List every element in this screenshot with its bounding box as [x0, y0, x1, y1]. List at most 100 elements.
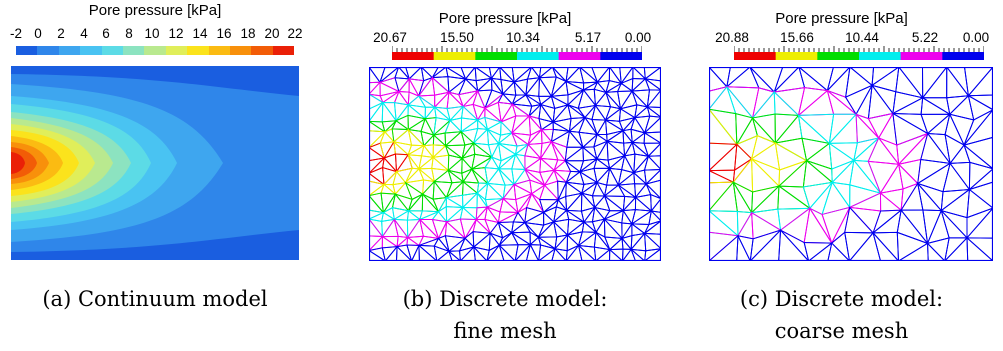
mesh-element	[369, 218, 384, 238]
mesh-element	[420, 130, 435, 147]
mesh-element	[778, 228, 810, 261]
mesh-element	[538, 76, 553, 97]
mesh-element	[855, 85, 873, 120]
mesh-element	[476, 89, 493, 110]
mesh-element	[553, 169, 568, 183]
caption: (a) Continuum model	[42, 287, 268, 311]
mesh-element	[379, 130, 395, 144]
colorbar-segment	[272, 46, 295, 55]
mesh-element	[444, 235, 467, 253]
mesh-element	[525, 243, 540, 261]
mesh-element	[431, 154, 450, 172]
colorbar-segment	[80, 46, 102, 55]
mesh-element	[709, 143, 738, 172]
colorbar-segment	[58, 46, 81, 55]
colorbar-tick-labels: -2 0 2 4 6 8 10 12 14 16 18 20 22	[0, 26, 310, 44]
mesh-element	[734, 143, 753, 172]
tick-label: 18	[240, 26, 256, 41]
mesh-element	[565, 181, 584, 198]
colorbar-segment	[101, 46, 123, 55]
mesh-element	[391, 207, 410, 221]
mesh-element	[634, 196, 653, 212]
tick-label: 16	[216, 26, 232, 41]
tick-label: 10.34	[506, 30, 540, 45]
mesh-element	[406, 209, 422, 221]
tick-label: 2	[57, 26, 65, 41]
mesh-element	[621, 236, 633, 250]
colorbar-segment	[229, 46, 252, 55]
mesh-element	[568, 117, 586, 133]
mesh-element	[751, 90, 776, 119]
mesh-element	[962, 108, 993, 146]
mesh-element	[564, 67, 585, 84]
mesh-element	[499, 197, 520, 214]
mesh-element	[944, 112, 966, 147]
panel-continuum: Pore pressure [kPa] -2 0 2 4 6 8 10 12 1…	[0, 0, 310, 351]
mesh-element	[737, 210, 754, 240]
mesh-element	[595, 248, 611, 261]
mesh-element	[773, 90, 800, 116]
mesh-element	[595, 139, 609, 161]
mesh-element	[777, 185, 812, 210]
colorbar-segment	[251, 46, 273, 55]
mesh-element	[892, 91, 925, 115]
mesh-element	[940, 188, 970, 219]
colorbar-segment	[165, 46, 188, 55]
colorbar-segment	[775, 52, 818, 60]
mesh-element	[552, 67, 567, 82]
mesh-element	[498, 244, 516, 261]
mesh-element	[608, 237, 624, 251]
mesh-boundary	[369, 67, 661, 261]
mesh-element	[922, 209, 942, 246]
mesh-element	[827, 242, 851, 261]
mesh-element	[497, 221, 513, 239]
colorbar	[16, 46, 295, 55]
mesh-element	[513, 80, 528, 96]
tick-label: 0.00	[624, 30, 652, 45]
colorbar	[392, 46, 642, 60]
tick-label: 4	[80, 26, 88, 41]
mesh-element	[411, 245, 420, 261]
mesh-element	[844, 231, 875, 261]
legend-title: Pore pressure [kPa]	[775, 10, 908, 27]
mesh-element	[391, 128, 410, 143]
mesh-element	[486, 121, 502, 136]
colorbar-segment	[187, 46, 209, 55]
mesh-element	[926, 112, 951, 136]
mesh-element	[430, 67, 449, 79]
tick-label: 5.17	[574, 30, 602, 45]
panel-discrete-fine: Pore pressure [kPa] 20.67 15.50 10.34 5.…	[340, 0, 670, 351]
mesh-element	[432, 180, 448, 200]
tick-label: 22	[287, 26, 303, 41]
colorbar-segment	[392, 52, 435, 60]
mesh-element	[900, 182, 924, 211]
caption-line-1: (c) Discrete model:	[739, 287, 944, 311]
mesh-element	[418, 244, 438, 261]
mesh-element	[421, 192, 440, 213]
mesh-element	[773, 137, 808, 162]
mesh-element	[512, 179, 533, 195]
mesh-element	[752, 117, 776, 144]
continuum-contour-plot	[11, 66, 299, 260]
mesh-element	[511, 153, 526, 171]
tick-label: 12	[168, 26, 184, 41]
mesh-element	[596, 67, 611, 83]
mesh-element	[621, 234, 633, 251]
mesh-element	[630, 128, 646, 144]
colorbar-segment	[942, 52, 984, 60]
mesh-element	[472, 231, 492, 249]
mesh-element	[471, 156, 493, 170]
mesh-element	[967, 67, 993, 97]
mesh-element	[464, 219, 477, 239]
mesh-element	[877, 111, 898, 146]
mesh-element	[596, 118, 608, 135]
mesh-element	[564, 160, 582, 173]
mesh-element	[501, 80, 517, 96]
mesh-element	[827, 142, 858, 162]
colorbar-segment	[37, 46, 59, 55]
tick-label: 15.66	[780, 30, 814, 45]
mesh-element	[432, 133, 447, 147]
mesh-element	[527, 142, 543, 160]
mesh-element	[393, 219, 409, 239]
mesh-element	[940, 210, 969, 239]
